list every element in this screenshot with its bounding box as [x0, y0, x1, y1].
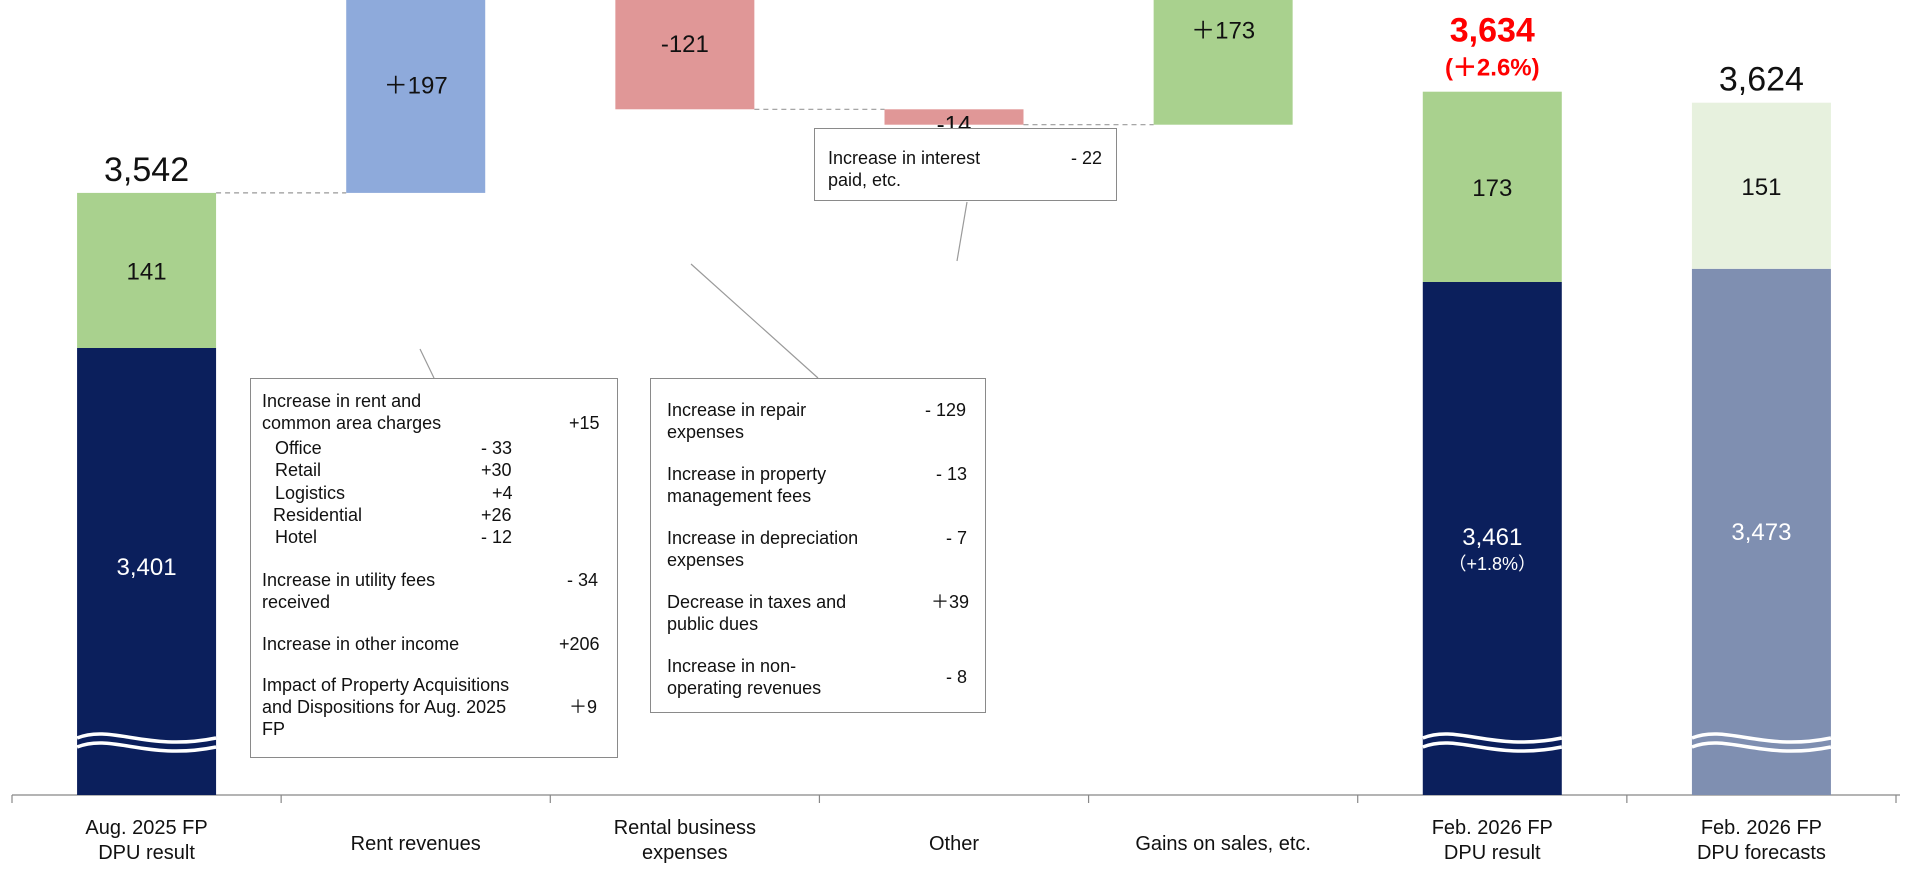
callout-row: Increase in other income — [262, 633, 512, 655]
callout-label: Increase in rent and common area charges — [262, 391, 442, 433]
callout-row: Increase in non-operating revenues — [667, 655, 827, 699]
callout-value: +15 — [569, 413, 600, 433]
callout-value: - 8 — [946, 667, 968, 687]
bar-value-label: -121 — [661, 31, 709, 58]
category-label: Aug. 2025 FP DPU result — [85, 817, 207, 864]
total-bar-base — [1422, 282, 1562, 795]
delta-bar — [884, 109, 1024, 125]
callout-label: Increase in repair expenses — [667, 400, 807, 442]
total-bar-top — [77, 192, 217, 348]
callout-leader-line — [690, 263, 819, 379]
callout-value: +206 — [559, 634, 600, 654]
callout-value: - 22 — [1071, 148, 1103, 168]
bar-value-sublabel: （+1.8%） — [1449, 554, 1537, 574]
breakdown-label: Hotel — [275, 527, 318, 547]
breakdown-value: +30 — [481, 460, 512, 480]
callout-row: Increase in rent and common area charges — [262, 390, 482, 434]
total-sublabel: (＋2.6%) — [1445, 55, 1540, 82]
total-bar-base — [77, 348, 217, 795]
callout-value: - 34 — [567, 570, 599, 590]
axis-break-wave — [76, 741, 217, 753]
callout-value: ＋39 — [931, 592, 970, 612]
callout-row: Increase in interest paid, etc. — [828, 147, 1008, 191]
callout-value: ＋9 — [569, 697, 598, 717]
delta-bar — [615, 0, 755, 110]
axis-break-wave — [1691, 732, 1832, 744]
axis-break-wave — [1422, 741, 1563, 753]
callout-leader-line — [956, 201, 968, 262]
callout-row: Impact of Property Acquisitions and Disp… — [262, 674, 512, 740]
category-label: Other — [929, 833, 979, 855]
breakdown-value: - 12 — [481, 527, 513, 547]
callout-value: - 13 — [936, 464, 968, 484]
callout-label: Increase in interest paid, etc. — [828, 148, 981, 190]
bar-value-label: 151 — [1741, 174, 1781, 201]
breakdown-value: - 33 — [481, 438, 513, 458]
callout-label: Increase in non-operating revenues — [667, 656, 822, 698]
bar-value-label: 3,401 — [117, 554, 177, 581]
bar-value-label: 141 — [127, 258, 167, 285]
breakdown-label: Logistics — [275, 483, 346, 503]
callout-leader-line — [419, 348, 435, 379]
callout-label: Decrease in taxes and public dues — [667, 592, 847, 634]
callout-row: Increase in property management fees — [667, 463, 867, 507]
breakdown-label: Retail — [275, 460, 322, 480]
breakdown-value: +4 — [492, 483, 513, 503]
bar-value-label: 173 — [1472, 175, 1512, 202]
axis-break-wave — [76, 732, 217, 744]
bar-value-label: 3,473 — [1731, 519, 1791, 546]
bar-value-label: ＋173 — [1191, 18, 1255, 45]
callout-row: Increase in depreciation expenses — [667, 527, 877, 571]
delta-bar — [1153, 0, 1293, 125]
category-label: Feb. 2026 FP DPU result — [1432, 817, 1553, 864]
callout-value: - 129 — [925, 400, 967, 420]
total-bar-base — [1691, 268, 1831, 795]
axis-break-wave — [1422, 732, 1563, 744]
total-label: 3,634 — [1450, 12, 1535, 50]
breakdown-label: Residential — [273, 505, 363, 525]
breakdown-value: +26 — [481, 505, 512, 525]
category-label: Rent revenues — [351, 833, 481, 855]
callout-value: - 7 — [946, 528, 968, 548]
callout-label: Impact of Property Acquisitions and Disp… — [262, 675, 510, 739]
delta-bar — [346, 0, 486, 193]
callout-row: Decrease in taxes and public dues — [667, 591, 867, 635]
callout-row: Increase in utility fees received — [262, 569, 477, 613]
total-label: 3,542 — [104, 151, 189, 189]
category-label: Feb. 2026 FP DPU forecasts — [1697, 817, 1826, 864]
total-bar-top — [1422, 91, 1562, 282]
callout-label: Increase in other income — [262, 634, 460, 654]
breakdown-label: Office — [275, 438, 322, 458]
total-label: 3,624 — [1719, 61, 1804, 99]
rental-expenses-callout: Increase in repair expenses - 129 Increa… — [650, 378, 986, 713]
total-bar-top — [1691, 102, 1831, 269]
bar-value-label: ＋197 — [384, 73, 448, 100]
category-label: Rental business expenses — [614, 817, 756, 864]
callout-label: Increase in utility fees received — [262, 570, 436, 612]
bar-value-label: 3,461 — [1462, 524, 1522, 551]
callout-label: Increase in property management fees — [667, 464, 827, 506]
category-label: Gains on sales, etc. — [1135, 833, 1311, 855]
rent-revenues-callout: Increase in rent and common area charges… — [250, 378, 618, 758]
callout-label: Increase in depreciation expenses — [667, 528, 859, 570]
callout-row: Increase in repair expenses — [667, 399, 867, 443]
other-callout: Increase in interest paid, etc. - 22 — [814, 128, 1117, 201]
axis-break-wave — [1691, 741, 1832, 753]
